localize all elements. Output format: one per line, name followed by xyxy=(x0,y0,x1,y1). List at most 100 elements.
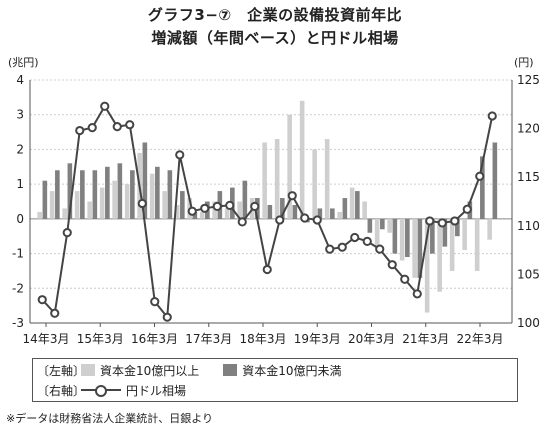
bar-small xyxy=(268,205,273,219)
yen-point xyxy=(389,261,396,268)
legend-left-axis-label: 〔左軸〕 xyxy=(37,362,81,379)
y-left-tick-label: 2 xyxy=(16,142,24,156)
bar-large xyxy=(375,219,380,247)
bar-large xyxy=(150,174,155,219)
legend-row-left-axis: 〔左軸〕 資本金10億円以上 資本金10億円未満 xyxy=(37,361,366,379)
yen-point xyxy=(364,238,371,245)
yen-point xyxy=(451,217,458,224)
bar-small xyxy=(105,167,110,219)
bar-large xyxy=(162,191,167,219)
yen-point xyxy=(214,203,221,210)
yen-point xyxy=(64,229,71,236)
legend-large-label: 資本金10億円以上 xyxy=(100,362,199,379)
yen-point xyxy=(464,206,471,213)
bar-large xyxy=(362,202,367,219)
yen-point xyxy=(339,244,346,251)
yen-point xyxy=(176,151,183,158)
bar-small xyxy=(368,219,373,233)
bar-small xyxy=(393,219,398,254)
bar-large xyxy=(50,191,55,219)
yen-point xyxy=(264,266,271,273)
bar-large xyxy=(437,219,442,292)
yen-point xyxy=(376,246,383,253)
bar-large xyxy=(412,219,417,278)
bar-large xyxy=(312,149,317,218)
yen-point xyxy=(139,200,146,207)
bar-small xyxy=(493,142,498,218)
y-left-tick-label: 4 xyxy=(16,73,24,87)
bar-large xyxy=(87,202,92,219)
bar-large xyxy=(487,219,492,240)
yen-point xyxy=(351,234,358,241)
bar-small xyxy=(43,181,48,219)
yen-point xyxy=(401,276,408,283)
yen-point xyxy=(114,123,121,130)
bar-large xyxy=(262,142,267,218)
bar-large xyxy=(200,212,205,219)
legend: 〔左軸〕 資本金10億円以上 資本金10億円未満 〔右軸〕 円ドル相場 xyxy=(32,358,518,402)
bar-large xyxy=(75,191,80,219)
yen-point xyxy=(126,121,133,128)
bar-large xyxy=(300,101,305,219)
bar-large xyxy=(337,212,342,219)
yen-line xyxy=(42,106,492,317)
yen-point xyxy=(414,290,421,297)
bar-large xyxy=(462,219,467,250)
y-right-tick-label: 125 xyxy=(517,73,540,87)
yen-point xyxy=(476,173,483,180)
legend-small-label: 資本金10億円未満 xyxy=(242,362,341,379)
bar-small xyxy=(180,191,185,219)
yen-point xyxy=(289,192,296,199)
y-left-unit: (兆円) xyxy=(8,56,39,69)
yen-point xyxy=(201,205,208,212)
bar-small xyxy=(293,205,298,219)
x-tick-label: 21年3月 xyxy=(402,332,449,346)
yen-point xyxy=(226,202,233,209)
bar-small xyxy=(118,163,123,219)
y-left-tick-label: -2 xyxy=(12,281,24,295)
y-right-tick-label: 120 xyxy=(517,122,540,136)
chart-svg: 4 3 2 1 0 -1 -2 -3 125 120 115 110 105 100 (兆円) (円) 14年3… xyxy=(0,0,550,356)
yen-point xyxy=(164,314,171,321)
bar-small xyxy=(93,170,98,219)
legend-line-label: 円ドル相場 xyxy=(126,382,186,399)
legend-line-marker-icon xyxy=(81,384,121,396)
y-left-tick-label: 0 xyxy=(16,212,24,226)
x-tick-label: 22年3月 xyxy=(457,332,504,346)
bar-large xyxy=(400,219,405,261)
source-note: ※データは財務省法人企業統計、日銀より xyxy=(6,410,213,426)
legend-right-axis-label: 〔右軸〕 xyxy=(37,382,81,399)
bar-small xyxy=(80,170,85,219)
y-left-tick-label: 3 xyxy=(16,108,24,122)
yen-point xyxy=(276,216,283,223)
bar-large xyxy=(450,219,455,271)
bar-large xyxy=(225,208,230,218)
yen-point xyxy=(439,219,446,226)
bar-small xyxy=(130,170,135,219)
y-left-tick-label: -1 xyxy=(12,247,24,261)
x-tick-label: 18年3月 xyxy=(240,332,287,346)
bar-large xyxy=(275,139,280,219)
yen-point xyxy=(426,217,433,224)
yen-point xyxy=(101,103,108,110)
bar-small xyxy=(243,181,248,219)
legend-large-swatch xyxy=(81,364,95,376)
x-tick-label: 14年3月 xyxy=(23,332,70,346)
yen-point xyxy=(326,246,333,253)
legend-small-swatch xyxy=(223,364,237,376)
y-right-unit: (円) xyxy=(514,56,534,69)
bar-small xyxy=(355,191,360,219)
bar-large xyxy=(125,184,130,219)
bar-large xyxy=(387,219,392,233)
yen-point xyxy=(239,218,246,225)
bar-small xyxy=(55,170,60,219)
yen-point xyxy=(189,208,196,215)
yen-point xyxy=(314,216,321,223)
bar-small xyxy=(155,167,160,219)
bar-large xyxy=(62,208,67,218)
yen-point xyxy=(251,203,258,210)
x-tick-label: 16年3月 xyxy=(131,332,178,346)
x-tick-label: 17年3月 xyxy=(185,332,232,346)
x-tick-label: 20年3月 xyxy=(348,332,395,346)
yen-point xyxy=(489,112,496,119)
